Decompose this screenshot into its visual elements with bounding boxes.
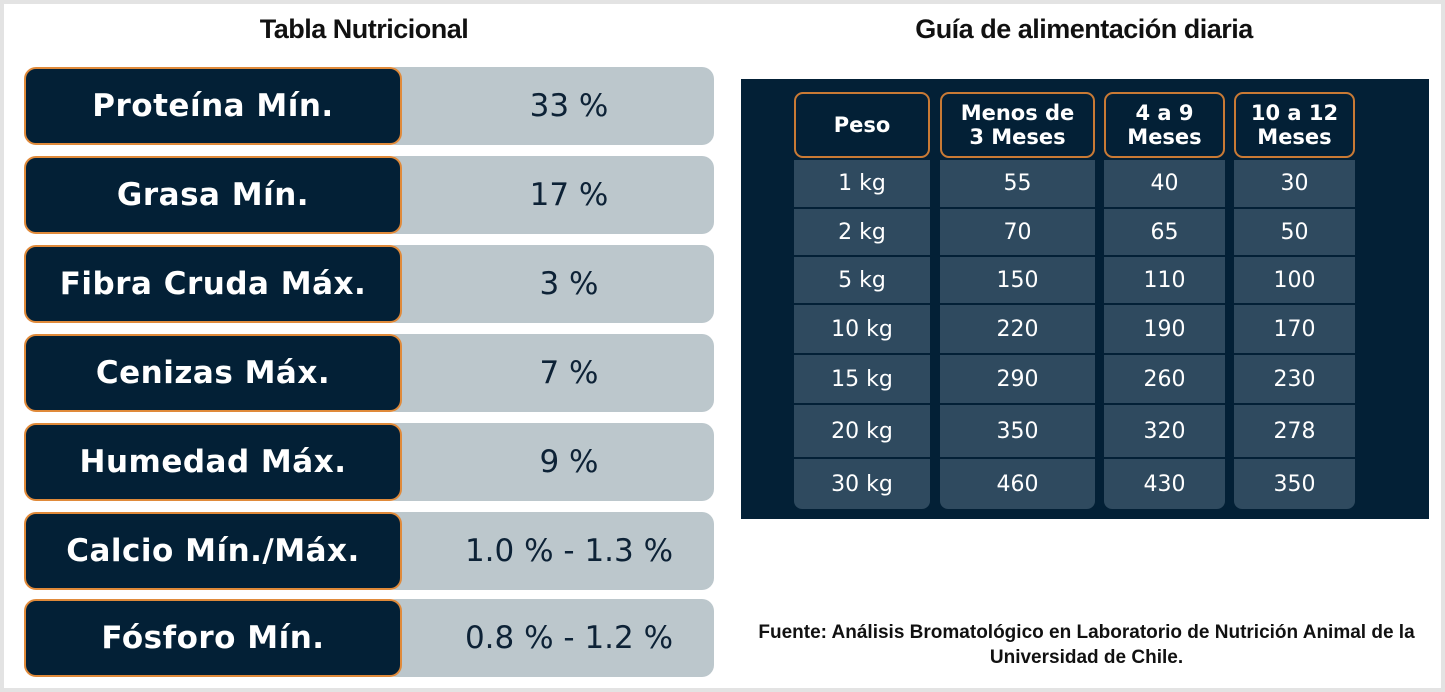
table-header: Menos de 3 Meses: [940, 92, 1095, 158]
page: Tabla Nutricional Guía de alimentación d…: [4, 4, 1441, 688]
table-cell: 1 kg: [794, 160, 930, 207]
nutrition-label: Fósforo Mín.: [24, 599, 402, 677]
table-cell: 50: [1234, 209, 1355, 255]
table-cell: 15 kg: [794, 355, 930, 403]
table-cell: 55: [940, 160, 1095, 207]
source-note: Fuente: Análisis Bromatológico en Labora…: [758, 622, 1415, 668]
table-header: Peso: [794, 92, 930, 158]
nutrition-label: Cenizas Máx.: [24, 334, 402, 412]
nutrition-label: Proteína Mín.: [24, 67, 402, 145]
nutrition-label: Grasa Mín.: [24, 156, 402, 234]
table-cell: 30: [1234, 160, 1355, 207]
table-cell: 190: [1104, 305, 1225, 353]
feeding-title: Guía de alimentación diaria: [915, 14, 1253, 44]
nutrition-label: Humedad Máx.: [24, 423, 402, 501]
table-cell: 230: [1234, 355, 1355, 403]
table-header: 4 a 9 Meses: [1104, 92, 1225, 158]
table-cell: 110: [1104, 257, 1225, 303]
table-cell: 20 kg: [794, 405, 930, 457]
table-cell: 30 kg: [794, 459, 930, 509]
nutrition-row: 0.8 % - 1.2 % Fósforo Mín.: [24, 599, 714, 677]
table-cell: 220: [940, 305, 1095, 353]
nutrition-row: 3 % Fibra Cruda Máx.: [24, 245, 714, 323]
table-cell: 320: [1104, 405, 1225, 457]
nutrition-value: 0.8 % - 1.2 %: [384, 599, 714, 677]
table-cell: 170: [1234, 305, 1355, 353]
table-cell: 350: [1234, 459, 1355, 509]
table-cell: 65: [1104, 209, 1225, 255]
nutrition-label: Fibra Cruda Máx.: [24, 245, 402, 323]
table-cell: 460: [940, 459, 1095, 509]
nutrition-value: 33 %: [384, 67, 714, 145]
table-cell: 150: [940, 257, 1095, 303]
table-cell: 278: [1234, 405, 1355, 457]
table-cell: 430: [1104, 459, 1225, 509]
nutrition-value: 9 %: [384, 423, 714, 501]
nutrition-value: 17 %: [384, 156, 714, 234]
feeding-table: Peso Menos de 3 Meses 4 a 9 Meses 10 a 12 M…: [741, 79, 1429, 519]
nutrition-row: 7 % Cenizas Máx.: [24, 334, 714, 412]
nutrition-row: 9 % Humedad Máx.: [24, 423, 714, 501]
table-cell: 40: [1104, 160, 1225, 207]
table-cell: 5 kg: [794, 257, 930, 303]
table-cell: 290: [940, 355, 1095, 403]
nutrition-value: 3 %: [384, 245, 714, 323]
nutrition-value: 7 %: [384, 334, 714, 412]
table-cell: 2 kg: [794, 209, 930, 255]
table-cell: 260: [1104, 355, 1225, 403]
nutrition-row: 17 % Grasa Mín.: [24, 156, 714, 234]
table-cell: 100: [1234, 257, 1355, 303]
nutrition-label: Calcio Mín./Máx.: [24, 512, 402, 590]
table-cell: 10 kg: [794, 305, 930, 353]
nutrition-row: 1.0 % - 1.3 % Calcio Mín./Máx.: [24, 512, 714, 590]
table-header: 10 a 12 Meses: [1234, 92, 1355, 158]
table-cell: 350: [940, 405, 1095, 457]
nutrition-row: 33 % Proteína Mín.: [24, 67, 714, 145]
nutrition-title: Tabla Nutricional: [259, 14, 469, 44]
nutrition-value: 1.0 % - 1.3 %: [384, 512, 714, 590]
table-cell: 70: [940, 209, 1095, 255]
